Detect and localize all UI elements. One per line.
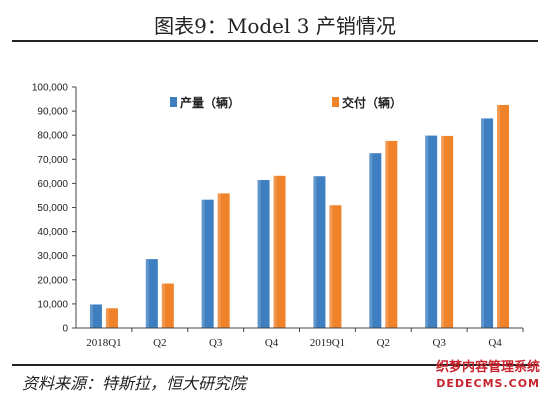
- bar-highlight: [273, 175, 277, 328]
- legend-swatch-delivery: [332, 97, 339, 107]
- watermark-line1: 织梦内容管理系统: [435, 360, 540, 375]
- x-tick-label: Q4: [488, 337, 502, 349]
- bar-highlight: [497, 104, 501, 328]
- bar-production: [89, 304, 102, 328]
- bar-highlight: [105, 308, 109, 328]
- legend-swatch-production: [170, 97, 177, 107]
- bar-highlight: [425, 135, 429, 328]
- bar-highlight: [385, 140, 389, 328]
- bar-highlight: [201, 199, 205, 328]
- x-tick-label: 2018Q1: [86, 337, 121, 349]
- bar-highlight: [217, 193, 221, 328]
- y-tick-label: 20,000: [37, 275, 68, 286]
- bar-highlight: [481, 118, 485, 329]
- y-tick-label: 100,000: [32, 83, 69, 94]
- chart-title: 图表9：Model 3 产销情况: [154, 14, 396, 38]
- y-tick-label: 40,000: [37, 227, 68, 238]
- bar-production: [369, 153, 382, 328]
- legend-label-delivery: 交付（辆）: [342, 95, 402, 110]
- bars: [89, 104, 510, 329]
- x-tick-label: Q3: [432, 337, 446, 349]
- legend-label-production: 产量（辆）: [180, 95, 240, 110]
- bar-production: [257, 180, 270, 328]
- source-rule: [12, 364, 538, 366]
- bar-delivery: [161, 283, 174, 328]
- x-tick-label: Q2: [377, 337, 390, 349]
- bar-production: [145, 259, 158, 328]
- bar-delivery: [217, 193, 230, 328]
- bar-highlight: [369, 153, 373, 328]
- legend: 产量（辆） 交付（辆）: [170, 95, 402, 110]
- bar-highlight: [313, 176, 317, 328]
- bar-production: [425, 135, 438, 328]
- y-tick-label: 30,000: [37, 251, 68, 262]
- bar-delivery: [497, 104, 510, 328]
- y-tick-label: 70,000: [37, 155, 68, 166]
- bar-highlight: [441, 135, 445, 328]
- bar-delivery: [385, 140, 398, 328]
- y-tick-label: 50,000: [37, 203, 68, 214]
- y-tick-label: 10,000: [37, 299, 68, 310]
- x-tick-label: Q3: [209, 337, 223, 349]
- bar-production: [201, 199, 214, 328]
- x-axis-labels: 2018Q1 Q2 Q3 Q4 2019Q1 Q2 Q3 Q4: [86, 328, 524, 349]
- bar-chart: 0 10,000 20,000 30,000 40,000 50,000 60,000 70,…: [32, 83, 524, 349]
- y-tick-label: 0: [62, 324, 68, 335]
- source-note: 资料来源：特斯拉，恒大研究院: [22, 374, 247, 393]
- bar-highlight: [257, 180, 261, 328]
- bar-highlight: [161, 283, 165, 328]
- bar-highlight: [329, 205, 333, 328]
- bar-production: [481, 118, 494, 329]
- x-tick-label: 2019Q1: [310, 337, 345, 349]
- bar-delivery: [273, 175, 286, 328]
- watermark-logo: 织梦内容管理系统 DEDECMS.COM: [436, 360, 540, 392]
- x-tick-label: Q4: [265, 337, 279, 349]
- bar-delivery: [329, 205, 342, 328]
- y-tick-label: 80,000: [37, 131, 68, 142]
- bar-production: [313, 176, 326, 328]
- x-tick-label: Q2: [153, 337, 166, 349]
- y-axis-labels: 0 10,000 20,000 30,000 40,000 50,000 60,000 70,…: [32, 83, 76, 335]
- bar-highlight: [145, 259, 149, 328]
- bar-delivery: [441, 135, 454, 328]
- bar-delivery: [105, 308, 118, 328]
- watermark-line2: DEDECMS.COM: [436, 377, 540, 390]
- y-tick-label: 90,000: [37, 107, 68, 118]
- title-rule: [12, 40, 538, 42]
- bar-highlight: [89, 304, 93, 328]
- y-tick-label: 60,000: [37, 179, 68, 190]
